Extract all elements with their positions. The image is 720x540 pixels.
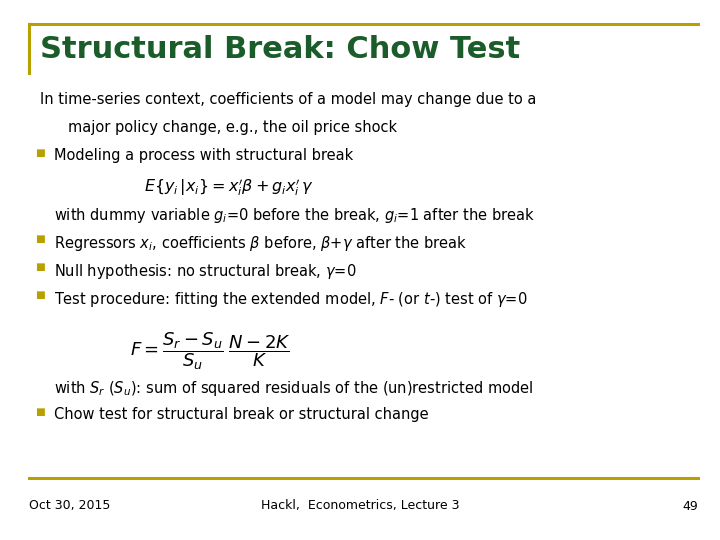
Text: 49: 49 xyxy=(683,500,698,512)
Text: Hackl,  Econometrics, Lecture 3: Hackl, Econometrics, Lecture 3 xyxy=(261,500,459,512)
Text: with dummy variable $g_i$=0 before the break, $g_i$=1 after the break: with dummy variable $g_i$=0 before the b… xyxy=(54,206,535,225)
Text: Test procedure: fitting the extended model, $\mathit{F}$- (or $\mathit{t}$-) tes: Test procedure: fitting the extended mod… xyxy=(54,290,528,309)
Text: ■: ■ xyxy=(35,234,45,244)
Text: Regressors $x_i$, coefficients $\beta$ before, $\beta$+$\gamma$ after the break: Regressors $x_i$, coefficients $\beta$ b… xyxy=(54,234,467,253)
Text: major policy change, e.g., the oil price shock: major policy change, e.g., the oil price… xyxy=(68,120,397,135)
Text: ■: ■ xyxy=(35,262,45,272)
Text: Structural Break: Chow Test: Structural Break: Chow Test xyxy=(40,35,520,64)
Text: $F = \dfrac{S_r - S_u}{S_u}\;\dfrac{N-2K}{K}$: $F = \dfrac{S_r - S_u}{S_u}\;\dfrac{N-2K… xyxy=(130,330,290,372)
Text: Oct 30, 2015: Oct 30, 2015 xyxy=(29,500,110,512)
Text: ■: ■ xyxy=(35,407,45,417)
Text: ■: ■ xyxy=(35,148,45,158)
Text: with $S_r$ ($S_u$): sum of squared residuals of the (un)restricted model: with $S_r$ ($S_u$): sum of squared resid… xyxy=(54,379,534,398)
Text: In time-series context, coefficients of a model may change due to a: In time-series context, coefficients of … xyxy=(40,92,536,107)
Text: Null hypothesis: no structural break, $\gamma$=0: Null hypothesis: no structural break, $\… xyxy=(54,262,356,281)
Text: Modeling a process with structural break: Modeling a process with structural break xyxy=(54,148,354,163)
Text: $E\{y_i\,|x_i\} = x_i'\beta + g_i x_i'\,\gamma$: $E\{y_i\,|x_i\} = x_i'\beta + g_i x_i'\,… xyxy=(144,176,314,198)
Text: ■: ■ xyxy=(35,290,45,300)
Text: Chow test for structural break or structural change: Chow test for structural break or struct… xyxy=(54,407,428,422)
